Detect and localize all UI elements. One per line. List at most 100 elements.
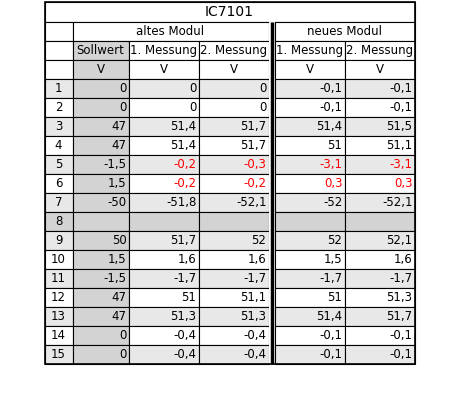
Text: 51,7: 51,7 [170, 234, 196, 247]
Text: 47: 47 [112, 139, 127, 152]
Text: 0: 0 [119, 101, 127, 114]
Bar [198, 288, 269, 307]
Bar [129, 79, 198, 98]
Bar [129, 212, 198, 231]
Text: -1,5: -1,5 [103, 272, 127, 285]
Bar [45, 2, 414, 22]
Text: -51,8: -51,8 [166, 196, 196, 209]
Bar [269, 60, 274, 79]
Bar [129, 41, 198, 60]
Text: V: V [96, 63, 105, 76]
Bar [198, 98, 269, 117]
Bar [73, 193, 129, 212]
Text: 0: 0 [259, 101, 267, 114]
Bar [274, 79, 345, 98]
Bar [274, 326, 345, 345]
Text: -0,1: -0,1 [390, 348, 413, 361]
Bar [269, 269, 274, 288]
Bar [45, 79, 73, 98]
Text: 0,3: 0,3 [394, 177, 413, 190]
Text: 47: 47 [112, 120, 127, 133]
Bar [274, 60, 345, 79]
Text: 0: 0 [189, 82, 196, 95]
Text: V: V [159, 63, 168, 76]
Bar [345, 79, 414, 98]
Text: 1. Messung: 1. Messung [276, 44, 343, 57]
Text: -0,2: -0,2 [244, 177, 267, 190]
Bar [345, 307, 414, 326]
Text: 47: 47 [112, 291, 127, 304]
Bar [73, 79, 129, 98]
Bar [269, 288, 274, 307]
Bar [198, 326, 269, 345]
Bar [73, 98, 129, 117]
Bar [274, 212, 345, 231]
Text: 7: 7 [55, 196, 62, 209]
Text: 15: 15 [51, 348, 66, 361]
Bar [73, 212, 129, 231]
Text: 51,1: 51,1 [386, 139, 413, 152]
Bar [198, 79, 269, 98]
Text: 52: 52 [252, 234, 267, 247]
Bar [269, 79, 274, 98]
Text: -0,4: -0,4 [174, 348, 196, 361]
Bar [269, 174, 274, 193]
Text: V: V [306, 63, 313, 76]
Text: -0,2: -0,2 [174, 177, 196, 190]
Bar [345, 250, 414, 269]
Bar [198, 193, 269, 212]
Text: 51,5: 51,5 [386, 120, 413, 133]
Text: 10: 10 [51, 253, 66, 266]
Bar [73, 269, 129, 288]
Text: 51,1: 51,1 [241, 291, 267, 304]
Text: 2. Messung: 2. Messung [346, 44, 413, 57]
Text: -3,1: -3,1 [319, 158, 342, 171]
Text: 3: 3 [55, 120, 62, 133]
Bar [198, 60, 269, 79]
Bar [198, 345, 269, 364]
Bar [269, 98, 274, 117]
Bar [45, 98, 73, 117]
Bar [274, 231, 345, 250]
Bar [73, 155, 129, 174]
Bar [269, 193, 274, 212]
Text: -0,1: -0,1 [319, 348, 342, 361]
Bar [73, 174, 129, 193]
Text: 6: 6 [55, 177, 62, 190]
Text: -0,1: -0,1 [319, 101, 342, 114]
Bar [345, 326, 414, 345]
Bar [129, 155, 198, 174]
Bar [73, 326, 129, 345]
Bar [45, 250, 73, 269]
Text: 0: 0 [189, 101, 196, 114]
Text: -0,4: -0,4 [244, 348, 267, 361]
Text: 12: 12 [51, 291, 66, 304]
Bar [345, 193, 414, 212]
Bar [129, 117, 198, 136]
Text: 1,6: 1,6 [394, 253, 413, 266]
Bar [45, 22, 73, 41]
Bar [274, 193, 345, 212]
Text: neues Modul: neues Modul [307, 25, 382, 38]
Text: -0,1: -0,1 [390, 329, 413, 342]
Text: -0,1: -0,1 [390, 82, 413, 95]
Bar [129, 288, 198, 307]
Text: -0,2: -0,2 [174, 158, 196, 171]
Bar [73, 41, 129, 60]
Text: -52,1: -52,1 [382, 196, 413, 209]
Bar [45, 193, 73, 212]
Bar [274, 269, 345, 288]
Text: 1,5: 1,5 [108, 177, 127, 190]
Text: 0: 0 [119, 329, 127, 342]
Bar [274, 174, 345, 193]
Text: -52: -52 [323, 196, 342, 209]
Text: 2: 2 [55, 101, 62, 114]
Text: IC7101: IC7101 [205, 5, 254, 19]
Text: 50: 50 [112, 234, 127, 247]
Bar [129, 174, 198, 193]
Bar [345, 98, 414, 117]
Bar [129, 98, 198, 117]
Text: 0: 0 [259, 82, 267, 95]
Bar [129, 345, 198, 364]
Text: 51,7: 51,7 [241, 120, 267, 133]
